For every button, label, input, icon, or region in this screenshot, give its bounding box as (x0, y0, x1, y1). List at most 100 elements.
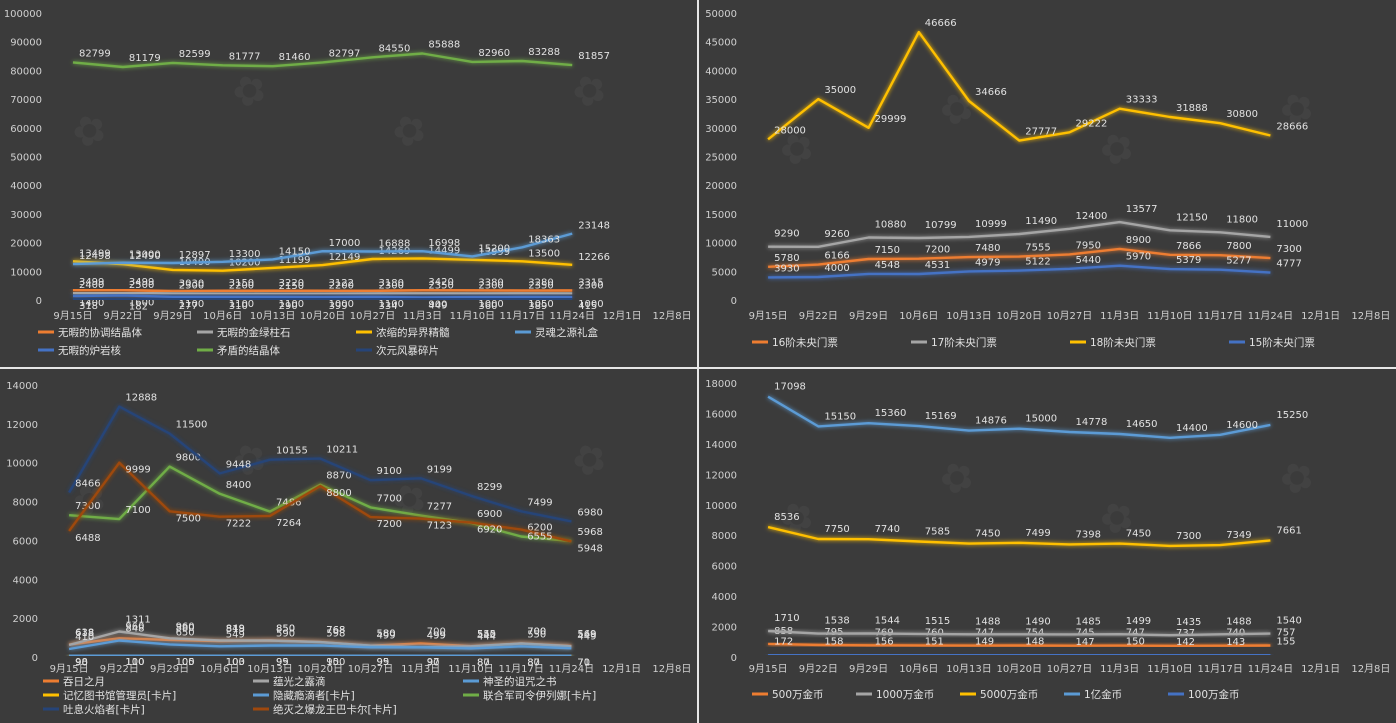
data-label: 754 (1025, 628, 1044, 639)
x-tick-label: 9月29日 (150, 663, 189, 675)
x-tick-label: 9月15日 (53, 310, 92, 322)
data-label: 444 (477, 631, 496, 642)
x-tick-label: 9月29日 (849, 663, 888, 675)
data-label: 23148 (578, 221, 610, 232)
series-line (72, 52, 573, 69)
data-label: 7499 (527, 497, 552, 508)
series-line (768, 264, 1271, 279)
data-label: 6166 (824, 251, 849, 262)
legend-entry: 无暇的协调结晶体 (58, 326, 142, 339)
y-tick-label: 90000 (10, 38, 42, 49)
y-tick-label: 18000 (705, 379, 737, 390)
y-tick-label: 20000 (10, 239, 42, 250)
data-label: 95 (326, 657, 339, 668)
legend-entry: 矛盾的结晶体 (217, 344, 280, 357)
legend-entry: 灵魂之源礼盒 (535, 326, 598, 339)
x-tick-label: 10月13日 (247, 663, 292, 675)
data-label: 7740 (875, 524, 900, 535)
data-label: 110 (125, 657, 144, 668)
y-tick-label: 4000 (13, 575, 38, 586)
data-label: 90 (427, 657, 440, 668)
data-label: 3315 (578, 277, 603, 288)
data-label: 15169 (925, 411, 957, 422)
data-label: 15150 (824, 411, 856, 422)
data-label: 12897 (179, 250, 211, 261)
chart-panel-tickets: ✿ ✿ ✿ ✿ 0 5000 10000 15000 20000 25000 30000 35000 4… (699, 0, 1396, 367)
data-label: 7349 (1226, 530, 1251, 541)
watermark-logo: ✿ (1092, 121, 1142, 177)
data-label: 3180 (379, 278, 404, 289)
data-label: 11490 (1025, 216, 1057, 227)
data-label: 5440 (1076, 255, 1101, 266)
y-tick-label: 4000 (712, 592, 737, 603)
data-label: 80 (527, 657, 540, 668)
series-line (72, 294, 573, 299)
legend-entry: 无暇的金绿柱石 (217, 326, 291, 339)
data-label: 16998 (428, 238, 460, 249)
data-label: 14876 (975, 416, 1007, 427)
y-tick-label: 6000 (712, 562, 737, 573)
series-line (767, 395, 1271, 439)
data-label: 2500 (129, 280, 154, 291)
data-label: 11800 (1226, 214, 1258, 225)
data-label: 7450 (975, 529, 1000, 540)
data-label: 590 (276, 629, 295, 640)
data-label: 28000 (774, 125, 806, 136)
data-label: 389 (528, 301, 547, 312)
data-label: 1499 (1126, 616, 1151, 627)
data-label: 98 (75, 657, 88, 668)
x-tick-label: 11月17日 (498, 663, 543, 675)
x-tick-label: 11月10日 (448, 663, 493, 675)
data-label: 7750 (824, 524, 849, 535)
data-label: 82599 (179, 49, 211, 60)
data-label: 598 (326, 628, 345, 639)
data-label: 3420 (428, 277, 453, 288)
data-label: 81857 (578, 51, 610, 62)
legend-entry: 15阶未央门票 (1249, 336, 1315, 349)
data-label: 499 (427, 630, 446, 641)
data-label: 150 (1126, 637, 1145, 648)
y-tick-label: 16000 (705, 409, 737, 420)
data-label: 7866 (1176, 241, 1201, 252)
x-tick-label: 11月3日 (403, 310, 442, 322)
data-label: 14499 (428, 245, 460, 256)
data-label: 9100 (377, 466, 402, 477)
data-label: 9999 (125, 465, 150, 476)
data-label: 149 (975, 637, 994, 648)
data-label: 2350 (428, 280, 453, 291)
data-label: 1485 (1076, 616, 1101, 627)
data-label: 15360 (875, 408, 907, 419)
data-label: 151 (925, 637, 944, 648)
x-tick-label: 11月3日 (1100, 663, 1139, 675)
data-label: 399 (329, 301, 348, 312)
data-label: 142 (1176, 637, 1195, 648)
data-label: 7700 (377, 493, 402, 504)
data-label: 172 (774, 636, 793, 647)
x-tick-label: 10月6日 (899, 310, 938, 322)
series-line (72, 291, 573, 295)
data-label: 7800 (1226, 241, 1251, 252)
data-label: 12266 (578, 252, 610, 263)
data-label: 11000 (1276, 219, 1308, 230)
y-tick-label: 2000 (13, 614, 38, 625)
x-tick-label: 11月10日 (1147, 310, 1192, 322)
y-tick-label: 14000 (705, 440, 737, 451)
data-label: 15250 (1276, 410, 1308, 421)
data-label: 449 (428, 301, 447, 312)
y-tick-label: 12000 (705, 470, 737, 481)
data-label: 569 (577, 629, 596, 640)
data-label: 12400 (1076, 211, 1108, 222)
series-line (73, 288, 573, 293)
chart-panel-gold: ✿ ✿ ✿ ✿ 0 2000 4000 6000 8000 10000 12000 14000 1600… (699, 369, 1396, 723)
data-label: 9800 (176, 453, 201, 464)
data-label: 87 (527, 657, 540, 668)
data-label: 14650 (1126, 419, 1158, 430)
data-label: 1488 (975, 616, 1000, 627)
data-label: 82799 (79, 48, 111, 59)
data-label: 9448 (226, 459, 251, 470)
data-label: 1540 (1276, 616, 1301, 627)
data-label: 4979 (975, 257, 1000, 268)
data-label: 17000 (329, 238, 361, 249)
data-label: 2300 (379, 280, 404, 291)
x-tick-label: 12月1日 (602, 663, 641, 675)
